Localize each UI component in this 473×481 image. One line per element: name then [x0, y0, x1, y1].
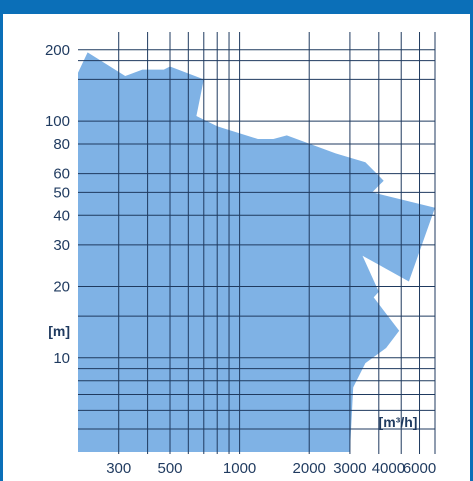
operating-region: [78, 52, 435, 453]
y-unit-label: [m]: [48, 323, 70, 339]
y-tick-label: 20: [53, 279, 70, 296]
y-tick-label: 30: [53, 237, 70, 254]
x-tick-label: 1000: [223, 460, 256, 477]
y-tick-label: 80: [53, 136, 70, 153]
x-tick-label: 2000: [293, 460, 326, 477]
x-tick-label: 3000: [333, 460, 366, 477]
x-tick-label: 4000: [372, 460, 405, 477]
region-layer: [78, 52, 435, 453]
y-tick-label: 50: [53, 184, 70, 201]
y-tick-label: 60: [53, 166, 70, 183]
x-tick-label: 500: [157, 460, 182, 477]
x-tick-label: 6000: [403, 460, 436, 477]
y-tick-label: 10: [53, 350, 70, 367]
x-unit-label: [m³/h]: [379, 414, 418, 430]
y-tick-label: 200: [45, 42, 70, 59]
y-tick-label: 40: [53, 207, 70, 224]
grid-layer: [78, 32, 436, 454]
y-tick-label: 100: [45, 113, 70, 130]
x-tick-label: 300: [106, 460, 131, 477]
